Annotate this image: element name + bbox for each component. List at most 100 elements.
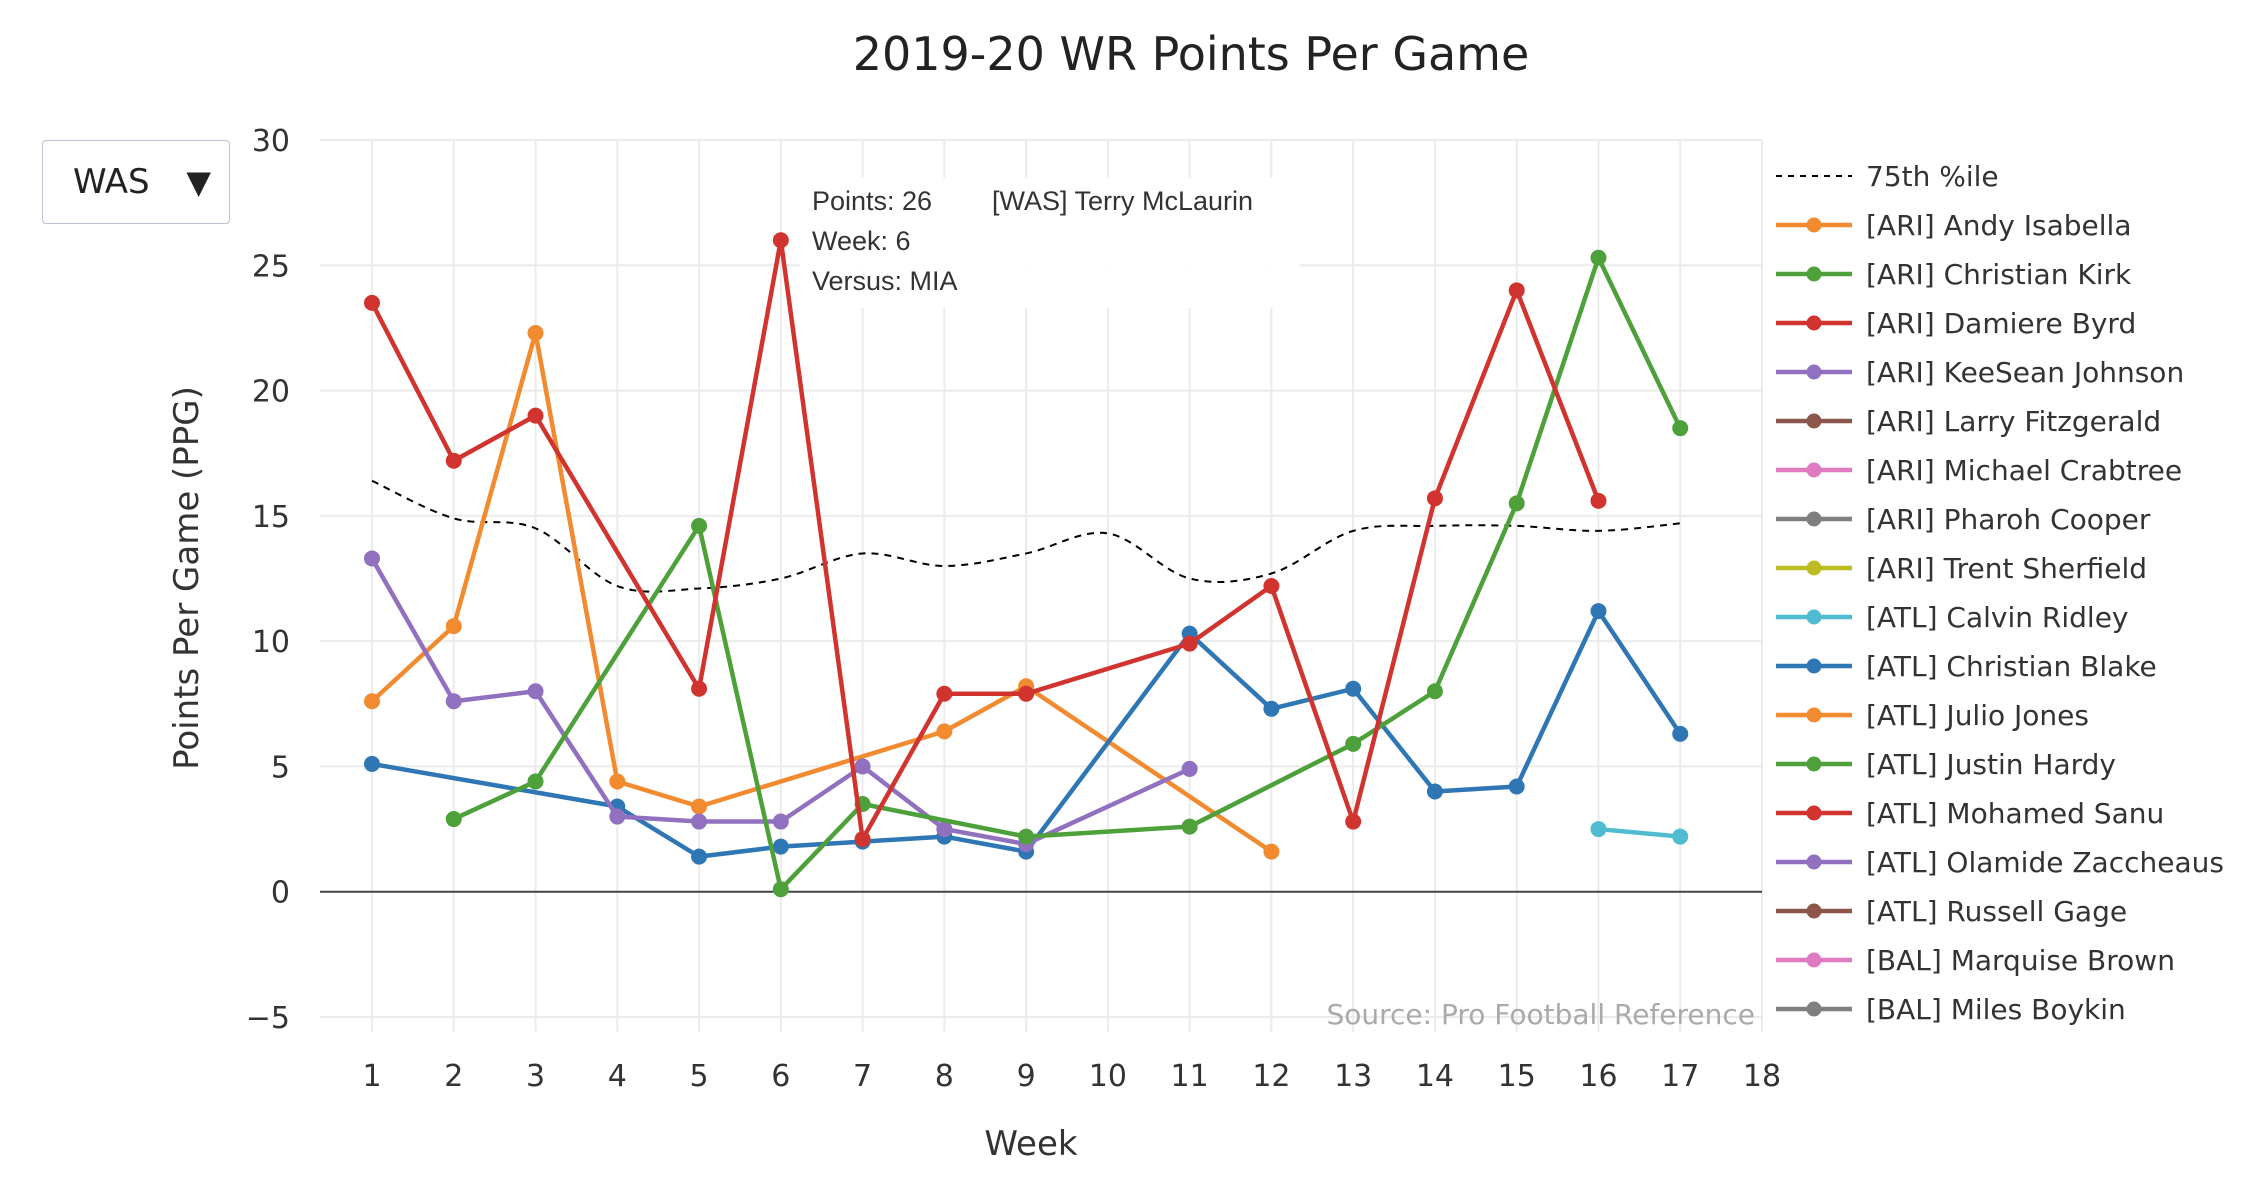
- x-tick-label: 4: [608, 1059, 627, 1094]
- data-point: [854, 831, 871, 848]
- x-tick-label: 13: [1334, 1059, 1372, 1094]
- data-point: [527, 324, 544, 341]
- data-point: [1426, 683, 1443, 700]
- x-tick-label: 5: [690, 1059, 709, 1094]
- legend-item[interactable]: [ARI] Andy Isabella: [1776, 209, 2131, 242]
- legend-item[interactable]: [ATL] Calvin Ridley: [1776, 601, 2129, 634]
- chart-title: 2019-20 WR Points Per Game: [853, 27, 1530, 81]
- data-point: [1672, 420, 1689, 437]
- legend-item[interactable]: 75th %ile: [1776, 160, 1999, 193]
- x-tick-label: 7: [853, 1059, 872, 1094]
- source-note: Source: Pro Football Reference: [1326, 998, 1755, 1031]
- tooltip-points: Points: 26: [812, 186, 932, 216]
- data-point: [1345, 813, 1362, 830]
- legend-item[interactable]: [ARI] Larry Fitzgerald: [1776, 405, 2161, 438]
- data-point: [364, 755, 380, 772]
- series-0: [364, 324, 1280, 860]
- legend-item[interactable]: [ATL] Mohamed Sanu: [1776, 797, 2164, 830]
- y-tick-label: 20: [252, 375, 290, 410]
- data-point: [1263, 578, 1280, 595]
- data-point: [772, 813, 789, 830]
- x-tick-label: 17: [1661, 1059, 1699, 1094]
- data-point: [527, 407, 544, 424]
- data-point: [445, 618, 462, 635]
- series-1: [364, 603, 1689, 865]
- data-point: [609, 773, 626, 790]
- data-point: [1508, 282, 1525, 299]
- series-3: [445, 249, 1689, 898]
- legend[interactable]: 75th %ile [ARI] Andy Isabella [ARI] Christ…: [1776, 160, 2224, 1026]
- data-point: [527, 683, 544, 700]
- legend-marker-icon: [1806, 413, 1822, 429]
- series-line: [370, 557, 1191, 847]
- legend-item[interactable]: [ARI] Michael Crabtree: [1776, 454, 2182, 487]
- legend-marker-icon: [1806, 217, 1822, 233]
- y-axis-label: Points Per Game (PPG): [167, 386, 207, 770]
- y-tick-label: 5: [271, 750, 290, 785]
- y-tick-label: 15: [252, 500, 290, 535]
- data-point: [445, 693, 462, 710]
- data-point: [609, 808, 626, 825]
- tooltip-series-name: [WAS] Terry McLaurin: [992, 186, 1253, 216]
- y-tick-label: 30: [252, 124, 290, 159]
- legend-item[interactable]: [ARI] Christian Kirk: [1776, 258, 2132, 291]
- legend-label: [ATL] Calvin Ridley: [1866, 601, 2129, 634]
- data-point: [1181, 635, 1198, 652]
- team-dropdown-value: WAS: [73, 162, 150, 202]
- x-tick-label: 3: [526, 1059, 545, 1094]
- legend-marker-icon: [1806, 609, 1822, 625]
- legend-marker-icon: [1806, 854, 1822, 870]
- series-lines[interactable]: [364, 232, 1689, 898]
- data-point: [1508, 778, 1525, 795]
- legend-label: [BAL] Marquise Brown: [1866, 944, 2175, 977]
- data-point: [1018, 828, 1035, 845]
- legend-marker-icon: [1806, 560, 1822, 576]
- legend-marker-icon: [1806, 266, 1822, 282]
- x-tick-label: 8: [935, 1059, 954, 1094]
- legend-item[interactable]: [ARI] Trent Sherfield: [1776, 552, 2147, 585]
- x-tick-label: 11: [1171, 1059, 1209, 1094]
- data-point: [854, 758, 871, 775]
- data-point: [1426, 490, 1443, 507]
- legend-label: [ARI] Trent Sherfield: [1866, 552, 2147, 585]
- legend-item[interactable]: [ARI] KeeSean Johnson: [1776, 356, 2184, 389]
- data-point: [936, 723, 953, 740]
- data-point: [1426, 783, 1443, 800]
- legend-label: 75th %ile: [1866, 160, 1999, 193]
- legend-label: [ARI] Damiere Byrd: [1866, 307, 2136, 340]
- x-axis-label: Week: [984, 1124, 1077, 1164]
- series-4: [1590, 821, 1689, 845]
- legend-item[interactable]: [ATL] Russell Gage: [1776, 895, 2127, 928]
- series-line: [370, 237, 1601, 842]
- legend-item[interactable]: [ATL] Justin Hardy: [1776, 748, 2116, 781]
- legend-label: [ATL] Olamide Zaccheaus: [1866, 846, 2224, 879]
- team-dropdown[interactable]: WAS ▼: [42, 140, 230, 224]
- dropdown-arrow-icon: ▼: [186, 163, 211, 201]
- data-point: [1590, 821, 1607, 838]
- data-point: [1018, 685, 1035, 702]
- legend-marker-icon: [1806, 511, 1822, 527]
- legend-marker-icon: [1806, 805, 1822, 821]
- y-tick-label: −5: [246, 1001, 290, 1036]
- x-tick-label: 15: [1498, 1059, 1536, 1094]
- x-tick-label: 12: [1252, 1059, 1290, 1094]
- data-point: [691, 517, 708, 534]
- y-tick-label: 0: [271, 876, 290, 911]
- legend-item[interactable]: [ATL] Olamide Zaccheaus: [1776, 846, 2224, 879]
- x-tick-label: 18: [1743, 1059, 1781, 1094]
- data-point: [364, 294, 380, 311]
- legend-item[interactable]: [ARI] Pharoh Cooper: [1776, 503, 2151, 536]
- legend-item[interactable]: [ATL] Julio Jones: [1776, 699, 2089, 732]
- x-tick-label: 6: [771, 1059, 790, 1094]
- legend-marker-icon: [1806, 952, 1822, 968]
- y-tick-label: 10: [252, 625, 290, 660]
- legend-item[interactable]: [BAL] Miles Boykin: [1776, 993, 2126, 1026]
- legend-item[interactable]: [ARI] Damiere Byrd: [1776, 307, 2136, 340]
- y-tick-label: 25: [252, 249, 290, 284]
- legend-item[interactable]: [ATL] Christian Blake: [1776, 650, 2157, 683]
- reference-line-75th-percentile: [371, 479, 1681, 593]
- data-point: [1345, 680, 1362, 697]
- legend-label: [ARI] Christian Kirk: [1866, 258, 2132, 291]
- legend-item[interactable]: [BAL] Marquise Brown: [1776, 944, 2175, 977]
